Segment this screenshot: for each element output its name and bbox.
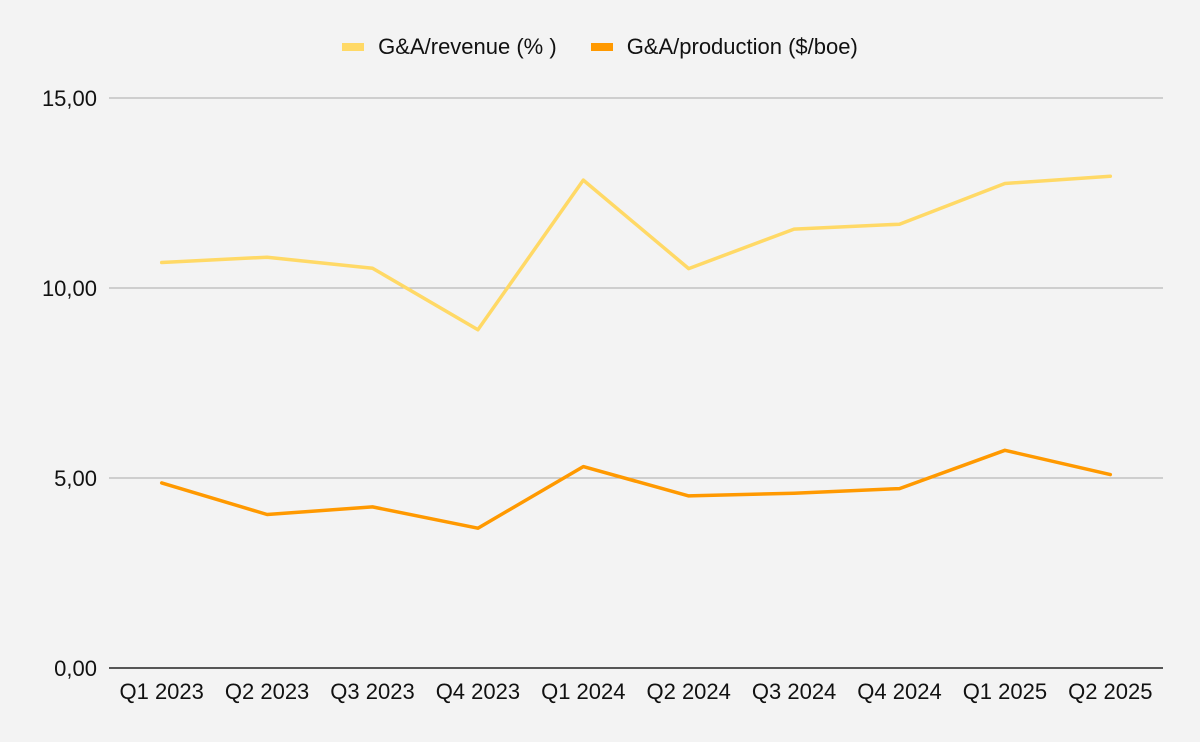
- x-tick-label: Q4 2024: [857, 679, 941, 704]
- x-tick-label: Q3 2023: [330, 679, 414, 704]
- legend-label-production: G&A/production ($/boe): [626, 34, 858, 59]
- series-line-production: [159, 448, 1113, 530]
- y-tick-label: 10,00: [42, 276, 97, 301]
- legend-item-revenue: G&A/revenue (% ): [342, 34, 557, 60]
- y-tick-label: 15,00: [42, 86, 97, 111]
- x-tick-label: Q1 2025: [963, 679, 1047, 704]
- legend: G&A/revenue (% ) G&A/production ($/boe): [0, 34, 1200, 60]
- series-line-revenue: [159, 174, 1113, 332]
- x-tick-label: Q2 2025: [1068, 679, 1152, 704]
- x-tick-label: Q3 2024: [752, 679, 836, 704]
- y-tick-label: 5,00: [54, 466, 97, 491]
- legend-swatch-production: [590, 43, 613, 51]
- x-tick-label: Q4 2023: [436, 679, 520, 704]
- y-tick-label: 0,00: [54, 656, 97, 681]
- legend-swatch-revenue: [342, 43, 365, 51]
- x-tick-label: Q2 2023: [225, 679, 309, 704]
- x-tick-label: Q1 2024: [541, 679, 625, 704]
- x-tick-label: Q1 2023: [119, 679, 203, 704]
- legend-label-revenue: G&A/revenue (% ): [378, 34, 557, 59]
- legend-item-production: G&A/production ($/boe): [590, 34, 858, 60]
- x-tick-label: Q2 2024: [646, 679, 730, 704]
